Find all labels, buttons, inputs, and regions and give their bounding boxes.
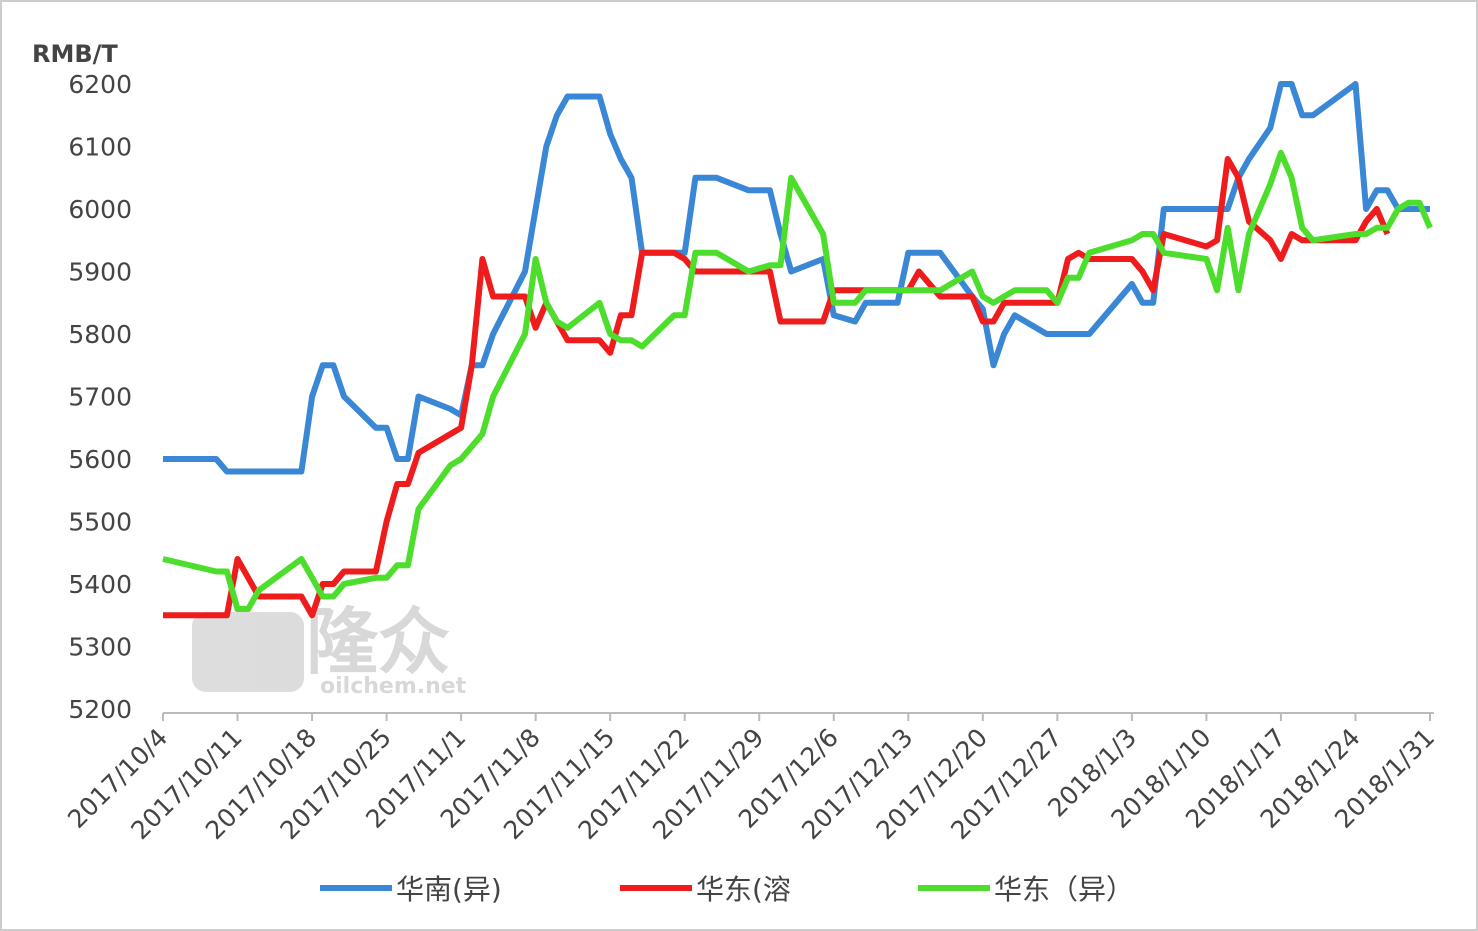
- legend-label: 华东（异）: [994, 873, 1134, 906]
- watermark-text: 隆众: [306, 600, 450, 684]
- y-tick-label: 6200: [68, 70, 132, 99]
- y-tick-label: 5700: [68, 383, 132, 412]
- legend-label: 华南(异): [396, 873, 502, 906]
- y-tick-label: 5300: [68, 633, 132, 662]
- y-tick-label: 5600: [68, 445, 132, 474]
- watermark-logo: [192, 612, 304, 692]
- y-tick-label: 6000: [68, 195, 132, 224]
- y-tick-label: 5800: [68, 320, 132, 349]
- legend-label: 华东(溶: [696, 873, 791, 906]
- y-tick-label: 5900: [68, 258, 132, 287]
- y-axis-label: RMB/T: [32, 40, 118, 68]
- watermark: 隆众 oilchem.net: [192, 600, 467, 699]
- watermark-url: oilchem.net: [320, 674, 467, 699]
- series-line: [163, 156, 1391, 619]
- series-line: [163, 81, 1430, 475]
- series-line: [162, 149, 1433, 612]
- y-tick-label: 6100: [68, 133, 132, 162]
- y-tick-label: 5400: [68, 570, 132, 599]
- y-tick-label: 5500: [68, 508, 132, 537]
- y-tick-label: 5200: [68, 695, 132, 724]
